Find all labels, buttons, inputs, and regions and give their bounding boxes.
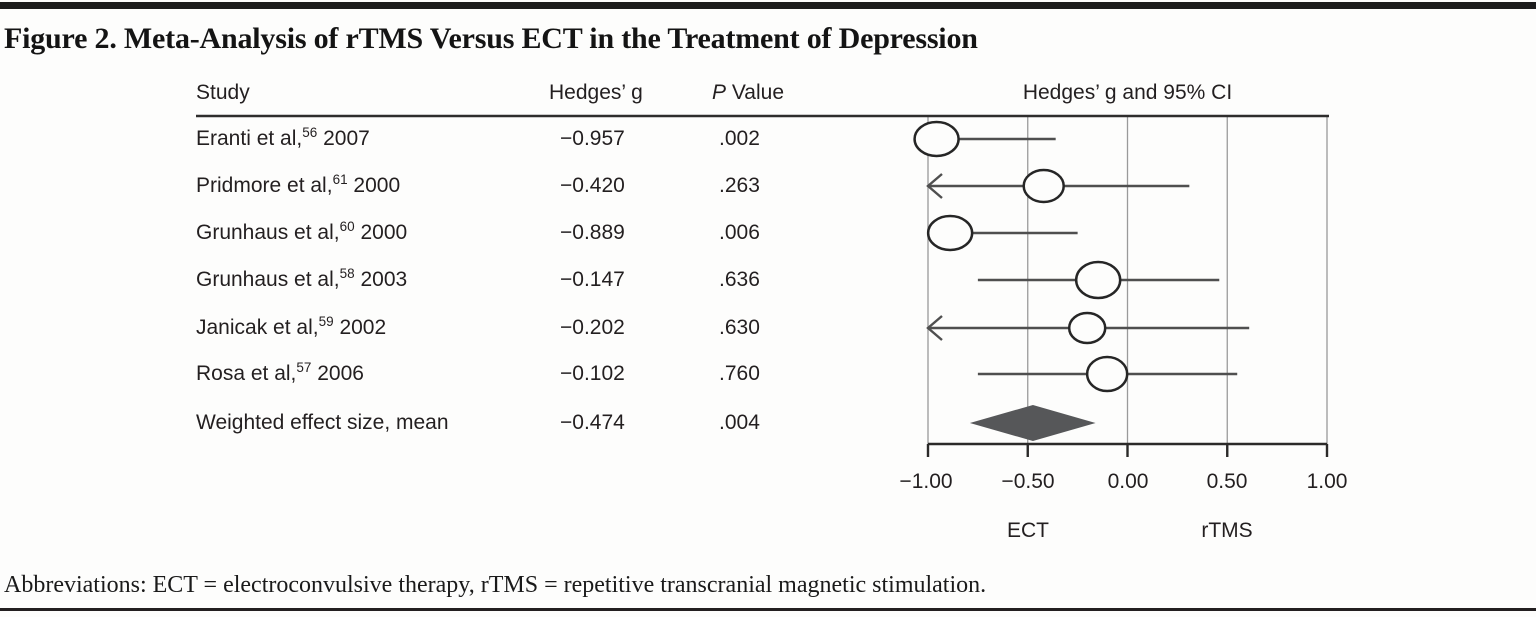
x-tick-label: 1.00 xyxy=(1306,470,1348,493)
hedges-g-value: −0.474 xyxy=(560,411,625,434)
p-value: .760 xyxy=(719,362,760,385)
p-value: .006 xyxy=(719,221,760,244)
ci-left-arrow xyxy=(926,173,943,199)
study-label: Rosa et al,57 2006 xyxy=(196,360,364,385)
reference-superscript: 56 xyxy=(302,125,318,140)
p-value: .630 xyxy=(719,316,760,339)
study-marker xyxy=(926,214,974,252)
column-header-hedges-g: Hedges’ g xyxy=(549,81,643,104)
x-tick-label: 0.50 xyxy=(1206,470,1248,493)
column-header-study: Study xyxy=(196,81,250,104)
x-tick-label: −1.00 xyxy=(899,470,953,493)
plot-header-hedges-g-ci: Hedges’ g and 95% CI xyxy=(1022,81,1233,104)
hedges-g-value: −0.147 xyxy=(560,268,625,291)
bottom-rule xyxy=(0,608,1536,611)
hedges-g-value: −0.202 xyxy=(560,316,625,339)
study-marker xyxy=(1067,311,1107,345)
study-marker xyxy=(1085,355,1129,393)
study-label: Weighted effect size, mean xyxy=(196,411,449,434)
study-marker xyxy=(1022,168,1065,204)
x-tick-label: −0.50 xyxy=(1001,470,1055,493)
study-marker xyxy=(913,120,960,158)
x-tick-label: 0.00 xyxy=(1107,470,1149,493)
p-value: .004 xyxy=(719,411,760,434)
ci-left-arrow xyxy=(926,315,943,341)
p-value-italic-p: P xyxy=(712,81,727,104)
study-marker xyxy=(1074,260,1122,300)
reference-superscript: 60 xyxy=(339,219,355,234)
study-label: Janicak et al,59 2002 xyxy=(196,314,387,339)
top-rule xyxy=(0,2,1536,9)
study-label: Eranti et al,56 2007 xyxy=(196,125,370,150)
study-label: Grunhaus et al,60 2000 xyxy=(196,219,408,244)
hedges-g-value: −0.957 xyxy=(560,127,625,150)
axis-group-label-ect: ECT xyxy=(1007,519,1049,542)
reference-superscript: 61 xyxy=(332,172,348,187)
reference-superscript: 57 xyxy=(296,360,312,375)
study-label: Pridmore et al,61 2000 xyxy=(196,172,401,197)
column-header-p-value: P Value xyxy=(712,80,784,106)
p-value: .636 xyxy=(719,268,760,291)
p-value-rest: Value xyxy=(726,81,785,104)
hedges-g-value: −0.889 xyxy=(560,221,625,244)
abbreviations-note: Abbreviations: ECT = electroconvulsive t… xyxy=(4,572,987,598)
figure-title: Figure 2. Meta-Analysis of rTMS Versus E… xyxy=(4,22,978,55)
summary-diamond xyxy=(969,405,1096,441)
hedges-g-value: −0.420 xyxy=(560,174,625,197)
reference-superscript: 59 xyxy=(318,314,334,329)
p-value: .263 xyxy=(719,174,760,197)
hedges-g-value: −0.102 xyxy=(560,362,625,385)
axis-group-label-rtms: rTMS xyxy=(1201,519,1253,542)
study-label: Grunhaus et al,58 2003 xyxy=(196,266,408,291)
p-value: .002 xyxy=(719,127,760,150)
reference-superscript: 58 xyxy=(339,266,355,281)
